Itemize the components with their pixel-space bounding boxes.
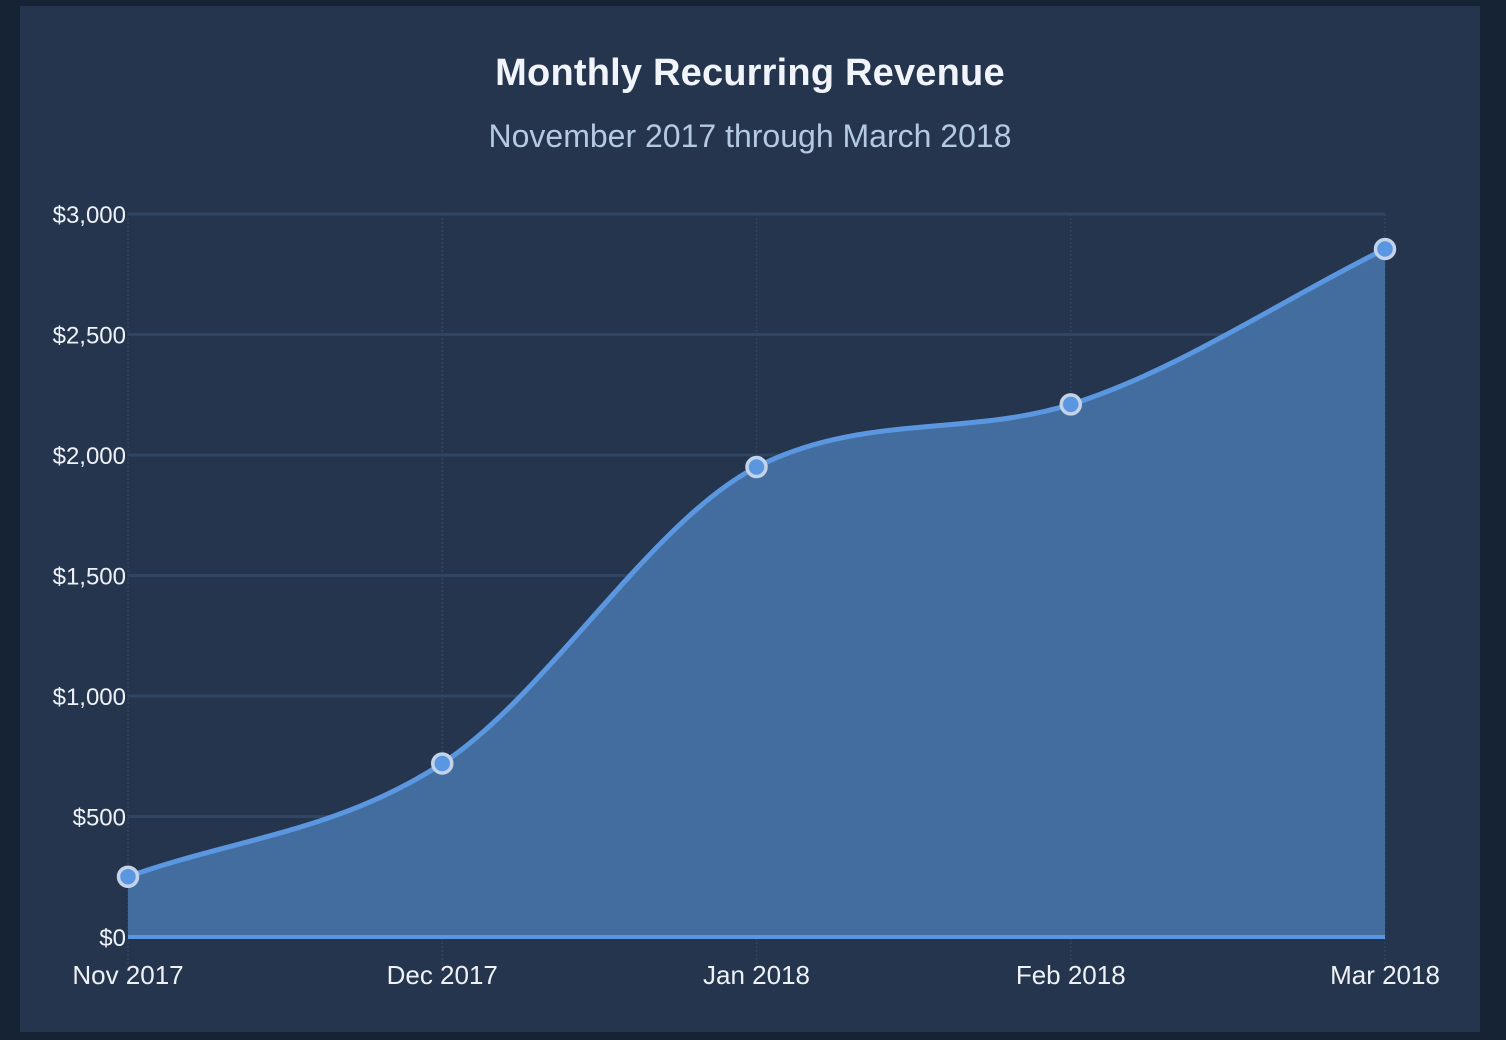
data-point-1[interactable] (431, 752, 454, 775)
chart-title: Monthly Recurring Revenue (495, 52, 1005, 94)
data-point-2[interactable] (745, 455, 768, 479)
x-tick-label: Nov 2017 (72, 960, 183, 990)
x-tick-label: Feb 2018 (1016, 960, 1126, 990)
chart-subtitle: November 2017 through March 2018 (488, 118, 1012, 154)
y-tick-label: $1,000 (53, 684, 126, 711)
data-point-4[interactable] (1373, 237, 1397, 261)
y-tick-label: $0 (99, 925, 126, 952)
y-tick-label: $500 (73, 805, 126, 832)
data-point-0[interactable] (116, 865, 140, 888)
x-tick-label: Dec 2017 (387, 960, 498, 990)
data-point-3[interactable] (1059, 393, 1082, 416)
x-axis-labels: Nov 2017 Dec 2017 Jan 2018 Feb 2018 Mar 2018 (72, 960, 1440, 990)
x-tick-label: Jan 2018 (703, 960, 810, 990)
y-tick-label: $2,500 (53, 323, 126, 350)
data-points (116, 237, 1397, 888)
y-tick-label: $3,000 (53, 202, 126, 229)
x-tick-label: Mar 2018 (1330, 960, 1440, 990)
y-axis-labels: $0 $500 $1,000 $1,500 $2,000 $2,500 $3,000 (53, 202, 126, 952)
y-tick-label: $1,500 (53, 564, 126, 591)
y-tick-label: $2,000 (53, 443, 126, 470)
